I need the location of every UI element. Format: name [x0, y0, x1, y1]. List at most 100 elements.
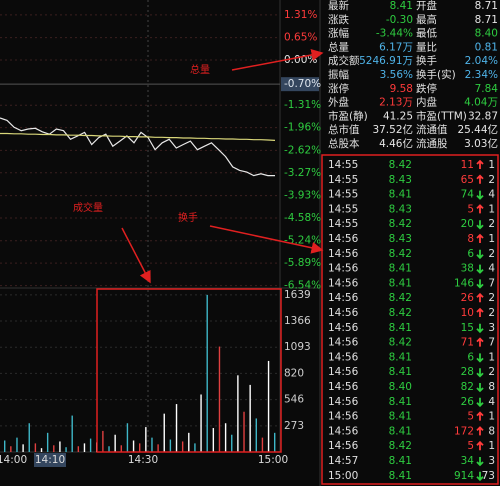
quote-label: 换手 — [416, 54, 437, 67]
quote-label: 振幅 — [328, 68, 349, 81]
volume-bar — [188, 432, 190, 452]
quote-label: 最新 — [328, 0, 349, 12]
volume-bar — [89, 438, 92, 452]
volume-bar — [151, 437, 153, 452]
trade-price: 8.43 — [389, 174, 412, 186]
trade-price: 8.42 — [389, 292, 412, 304]
quote-label: 最高 — [416, 13, 437, 26]
cursor-label: -0.70% — [284, 78, 321, 90]
volume-bar — [267, 360, 270, 452]
annotation: 成交量 — [73, 201, 103, 214]
trade-arrow — [476, 383, 484, 393]
trade-volume: 5 — [467, 411, 474, 423]
trade-count: 1 — [488, 351, 495, 363]
volume-bar — [261, 437, 264, 452]
trade-price: 8.41 — [389, 263, 412, 275]
trade-volume: 6 — [467, 351, 474, 363]
volume-bar — [77, 446, 80, 452]
quote-value: 5246.91万 — [359, 55, 413, 67]
volume-bar — [181, 441, 184, 452]
volume-bar — [212, 428, 215, 452]
trade-time: 14:56 — [328, 381, 359, 393]
trade-arrow — [476, 204, 484, 214]
quote-label: 市盈(TTM) — [416, 109, 467, 122]
trade-time: 14:56 — [328, 322, 359, 334]
trade-count: 4 — [488, 396, 495, 408]
x-tick-label: 14:00 — [0, 454, 27, 466]
trade-count: 73 — [482, 470, 495, 482]
annotation-arrow — [231, 49, 324, 71]
y-tick-label: -4.58% — [284, 212, 321, 224]
volume-bar — [120, 445, 122, 452]
quote-label: 涨幅 — [328, 27, 349, 40]
trade-count: 3 — [488, 455, 495, 467]
volume-bar — [243, 411, 245, 452]
trade-time: 14:55 — [328, 174, 358, 186]
quote-value: 9.58 — [390, 83, 413, 95]
y-tick-label: -5.89% — [284, 257, 321, 269]
trade-price: 8.41 — [389, 366, 412, 378]
trade-count: 2 — [488, 174, 495, 186]
quote-value: 41.25 — [383, 110, 413, 122]
trade-volume: 146 — [454, 277, 474, 289]
trade-price: 8.41 — [389, 425, 412, 437]
quote-label: 涨停 — [328, 82, 349, 95]
trade-volume: 34 — [461, 455, 475, 467]
trade-arrow — [476, 457, 484, 467]
trade-arrow — [476, 190, 484, 200]
trade-price: 8.43 — [389, 203, 412, 215]
trade-time: 14:55 — [328, 203, 358, 215]
quote-value: 2.13万 — [379, 97, 413, 109]
quote-value: 25.44亿 — [457, 123, 498, 136]
trade-arrow — [476, 249, 484, 260]
x-tick-label: 14:10 — [35, 454, 65, 466]
trade-time: 14:56 — [328, 396, 359, 408]
x-tick-label: 15:00 — [258, 454, 288, 466]
trade-volume: 5 — [467, 440, 474, 452]
trade-price: 8.43 — [389, 233, 412, 245]
volume-bar — [65, 447, 67, 452]
y-tick-label: 273 — [284, 420, 304, 432]
cursor-label-box — [281, 77, 319, 92]
trade-price: 8.42 — [389, 337, 412, 349]
volume-bar — [10, 446, 12, 452]
trade-time: 15:00 — [328, 470, 358, 482]
trade-volume: 172 — [454, 425, 474, 437]
trade-volume: 8 — [467, 233, 474, 245]
volume-bar — [200, 394, 202, 452]
trade-time: 14:57 — [328, 455, 358, 467]
annotation: 换手 — [178, 211, 198, 224]
trade-volume: 26 — [461, 292, 475, 304]
volume-bar — [224, 423, 227, 452]
annotation-arrow — [121, 227, 151, 284]
volume-bar — [157, 444, 159, 452]
trade-count: 8 — [488, 381, 495, 393]
trade-count: 1 — [488, 159, 495, 171]
volume-bar — [108, 446, 110, 452]
trade-count: 1 — [488, 411, 495, 423]
volume-bar — [59, 441, 61, 452]
quote-value: -0.30 — [386, 14, 413, 26]
volume-bar — [46, 432, 49, 452]
quote-label: 市盈(静) — [328, 109, 368, 122]
trade-price: 8.42 — [389, 218, 412, 230]
quote-label: 跌停 — [416, 82, 437, 95]
quote-label: 总量 — [328, 40, 349, 53]
trade-volume: 15 — [461, 322, 474, 334]
y-tick-label: 1639 — [284, 289, 311, 301]
quote-value: 3.03亿 — [464, 137, 498, 150]
trade-arrow — [476, 337, 484, 347]
volume-bar — [255, 418, 257, 452]
trade-price: 8.40 — [389, 381, 412, 393]
trade-count: 7 — [488, 337, 495, 349]
trade-count: 2 — [488, 218, 495, 230]
trade-volume: 71 — [461, 337, 474, 349]
trade-volume: 10 — [461, 307, 474, 319]
volume-bar — [114, 434, 116, 452]
trade-volume: 65 — [461, 174, 474, 186]
volume-bar — [237, 375, 239, 452]
trade-count: 2 — [488, 248, 495, 260]
y-tick-label: -3.93% — [284, 190, 321, 202]
y-tick-label: 1093 — [284, 341, 311, 353]
